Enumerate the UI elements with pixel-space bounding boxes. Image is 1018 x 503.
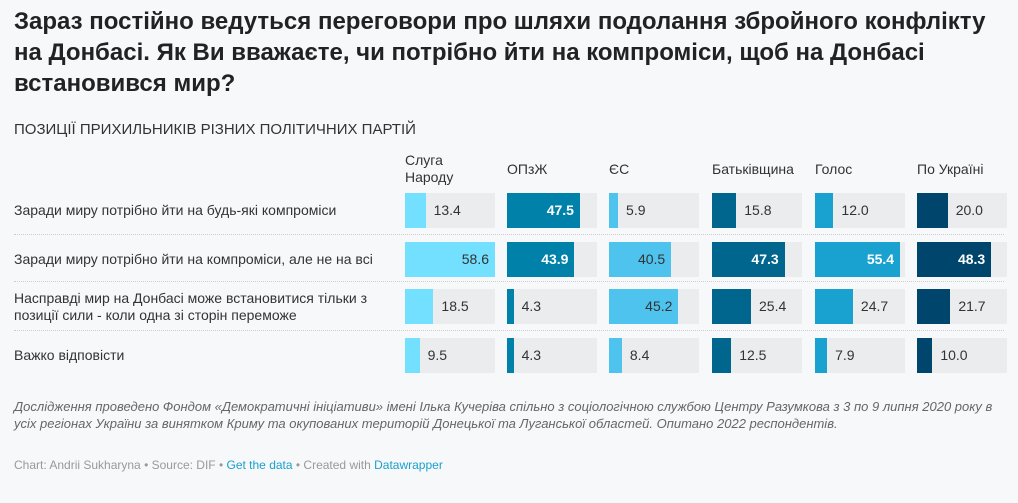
- value-label: 5.9: [626, 202, 646, 218]
- value-label: 12.5: [739, 347, 767, 363]
- table-cell: 20.0: [917, 193, 1007, 228]
- bar: [712, 289, 751, 324]
- value-label: 9.5: [427, 347, 448, 363]
- table-cell: 58.6: [405, 242, 495, 277]
- table-cell: 18.5: [405, 289, 495, 324]
- get-data-link[interactable]: Get the data: [226, 458, 293, 472]
- table-cell: 15.8: [712, 193, 802, 228]
- bar: [712, 193, 737, 228]
- table-cell: 7.9: [815, 338, 905, 373]
- table-cell: 25.4: [712, 289, 802, 324]
- value-label: 21.7: [958, 298, 986, 314]
- table-cell: 43.9: [507, 242, 597, 277]
- value-label: 55.4: [866, 251, 895, 267]
- bar: [917, 242, 992, 277]
- value-label: 15.8: [744, 202, 772, 218]
- table-cell: 13.4: [405, 193, 495, 228]
- bar: [609, 242, 672, 277]
- chart-subtitle: ПОЗИЦІЇ ПРИХИЛЬНИКІВ РІЗНИХ ПОЛІТИЧНИХ П…: [14, 121, 416, 138]
- value-label: 48.3: [957, 251, 986, 267]
- column-header: По Україні: [917, 161, 984, 177]
- table-cell: 47.5: [507, 193, 597, 228]
- row-separator: [14, 281, 1004, 282]
- value-label: 8.4: [629, 347, 650, 363]
- table-cell: 12.0: [815, 193, 905, 228]
- row-separator: [14, 234, 1004, 235]
- table-cell: 55.4: [815, 242, 905, 277]
- byline: Chart: Andrii Sukharyna • Source: DIF • …: [14, 458, 443, 472]
- value-label: 25.4: [759, 298, 787, 314]
- column-header: ОПзЖ: [507, 161, 548, 177]
- value-label: 12.0: [841, 202, 869, 218]
- table-cell: 10.0: [917, 338, 1007, 373]
- value-label: 40.5: [637, 251, 666, 267]
- table-cell: 45.2: [609, 289, 699, 324]
- bar: [405, 338, 420, 373]
- bar: [609, 193, 619, 228]
- table-cell: 8.4: [609, 338, 699, 373]
- column-header: Слуга Народу: [405, 152, 454, 185]
- bar: [507, 242, 575, 277]
- table-cell: 12.5: [712, 338, 802, 373]
- table-cell: 48.3: [917, 242, 1007, 277]
- bar: [815, 242, 901, 277]
- bar: [507, 289, 514, 324]
- value-label: 7.9: [835, 347, 855, 363]
- table-cell: 21.7: [917, 289, 1007, 324]
- table-cell: 5.9: [609, 193, 699, 228]
- bar: [815, 289, 853, 324]
- bar: [815, 338, 828, 373]
- table-cell: 4.3: [507, 338, 597, 373]
- bar: [609, 289, 679, 324]
- value-label: 18.5: [441, 298, 469, 314]
- row-label: Важко відповісти: [14, 347, 125, 363]
- column-header: Батьківщина: [712, 161, 794, 177]
- value-label: 47.3: [751, 251, 779, 267]
- value-label: 20.0: [955, 202, 983, 218]
- row-label: Заради миру потрібно йти на будь-які ком…: [14, 202, 337, 218]
- bar: [917, 289, 951, 324]
- value-label: 13.4: [433, 202, 461, 218]
- datawrapper-link[interactable]: Datawrapper: [374, 458, 443, 472]
- table-cell: 47.3: [712, 242, 802, 277]
- row-label: Насправді мир на Донбасі може встановити…: [14, 289, 368, 323]
- row-label: Заради миру потрібно йти на компроміси, …: [14, 251, 373, 267]
- value-label: 43.9: [541, 251, 569, 267]
- bar: [917, 338, 933, 373]
- bar: [507, 338, 514, 373]
- value-label: 47.5: [546, 202, 574, 218]
- notes: Дослідження проведено Фондом «Демократич…: [14, 399, 993, 431]
- bar: [712, 338, 732, 373]
- table-cell: 40.5: [609, 242, 699, 277]
- table-cell: 9.5: [405, 338, 495, 373]
- value-label: 24.7: [860, 298, 889, 314]
- bar: [405, 289, 434, 324]
- chart-title: Зараз постійно ведуться переговори про ш…: [14, 8, 986, 97]
- value-label: 58.6: [461, 251, 489, 267]
- bar: [712, 242, 785, 277]
- byline-middle: • Created with: [292, 458, 375, 472]
- value-label: 4.3: [521, 298, 542, 314]
- bar: [405, 242, 495, 277]
- column-header: ЄС: [609, 161, 630, 177]
- value-label: 10.0: [940, 347, 968, 363]
- value-label: 4.3: [521, 347, 542, 363]
- column-header: Голос: [815, 161, 853, 177]
- bar: [405, 193, 426, 228]
- bar: [815, 193, 834, 228]
- value-label: 45.2: [645, 298, 673, 314]
- table-cell: 24.7: [815, 289, 905, 324]
- bar: [507, 193, 580, 228]
- byline-prefix: Chart: Andrii Sukharyna • Source: DIF •: [14, 458, 227, 472]
- row-separator: [14, 330, 1004, 331]
- bar: [917, 193, 948, 228]
- bar: [609, 338, 622, 373]
- table-cell: 4.3: [507, 289, 597, 324]
